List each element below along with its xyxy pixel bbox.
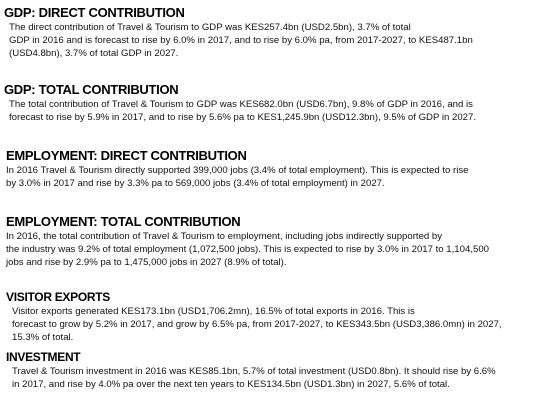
section-employment-total: EMPLOYMENT: TOTAL CONTRIBUTION In 2016, … [0, 214, 550, 269]
text-line: in 2017, and rise by 4.0% pa over the ne… [12, 379, 450, 390]
heading-gdp-total: GDP: TOTAL CONTRIBUTION [4, 82, 179, 97]
text-line: forecast to rise by 5.9% in 2017, and to… [9, 112, 476, 123]
text-line: jobs and rise by 2.9% pa to 1,475,000 jo… [6, 257, 287, 268]
text-line: In 2016, the total contribution of Trave… [6, 231, 443, 242]
text-line: (USD4.8bn), 3.7% of total GDP in 2027. [9, 48, 179, 59]
text-line: Travel & Tourism investment in 2016 was … [12, 366, 496, 377]
heading-gdp-direct: GDP: DIRECT CONTRIBUTION [4, 5, 185, 20]
text-line: Visitor exports generated KES173.1bn (US… [12, 306, 415, 317]
section-gdp-total: GDP: TOTAL CONTRIBUTION The total contri… [0, 82, 550, 124]
heading-employment-direct: EMPLOYMENT: DIRECT CONTRIBUTION [6, 148, 247, 163]
text-line: 15.3% of total. [12, 332, 74, 343]
text-line: The total contribution of Travel & Touri… [9, 99, 473, 110]
heading-visitor-exports: VISITOR EXPORTS [6, 290, 110, 304]
section-gdp-direct: GDP: DIRECT CONTRIBUTION The direct cont… [0, 5, 550, 60]
text-line: the industry was 9.2% of total employmen… [6, 244, 489, 255]
text-line: The direct contribution of Travel & Tour… [9, 22, 411, 33]
heading-investment: INVESTMENT [6, 350, 81, 364]
text-line: forecast to grow by 5.2% in 2017, and gr… [12, 319, 502, 330]
text-line: In 2016 Travel & Tourism directly suppor… [6, 165, 469, 176]
section-investment: INVESTMENT Travel & Tourism investment i… [0, 350, 550, 391]
section-visitor-exports: VISITOR EXPORTS Visitor exports generate… [0, 290, 550, 344]
text-line: GDP in 2016 and is forecast to rise by 6… [9, 35, 473, 46]
heading-employment-total: EMPLOYMENT: TOTAL CONTRIBUTION [6, 214, 241, 229]
section-employment-direct: EMPLOYMENT: DIRECT CONTRIBUTION In 2016 … [0, 148, 550, 190]
text-line: by 3.0% in 2017 and rise by 3.3% pa to 5… [6, 178, 385, 189]
